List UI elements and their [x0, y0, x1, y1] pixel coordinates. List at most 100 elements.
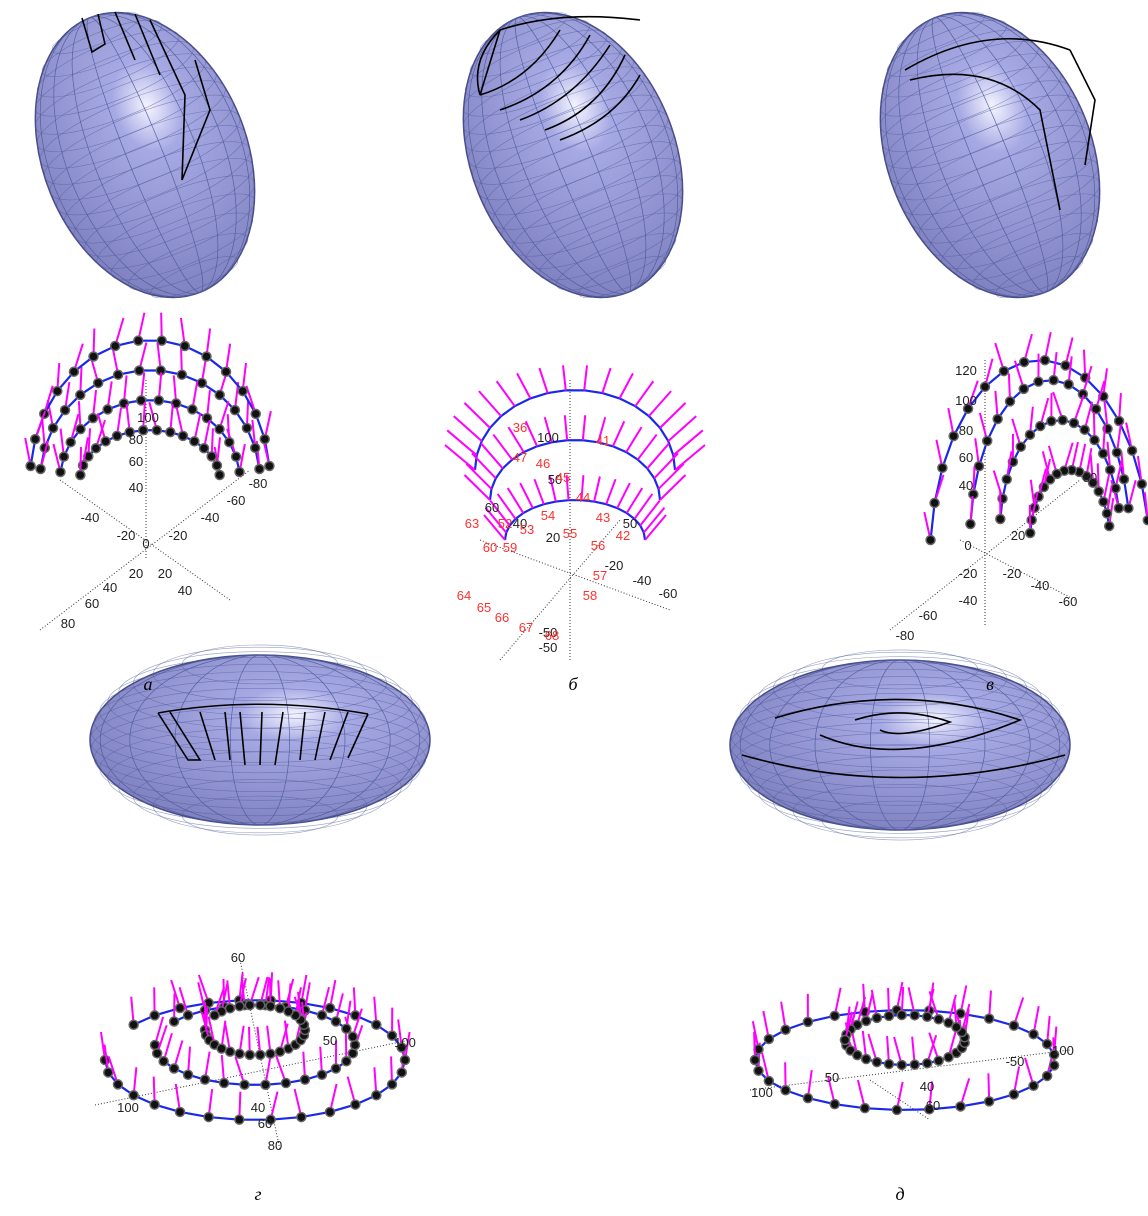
node [251, 443, 260, 452]
point-number: 36 [513, 420, 527, 435]
node [113, 431, 122, 440]
ellipsoid-body [423, 0, 723, 330]
node [872, 1058, 881, 1067]
point-number: 56 [591, 538, 605, 553]
tick-label: 100 [537, 430, 559, 445]
node [235, 1115, 244, 1124]
tick-label: 80 [959, 423, 973, 438]
point-number: 42 [616, 528, 630, 543]
tick-label: -40 [201, 510, 220, 525]
point-number: 59 [503, 540, 517, 555]
ellipsoid [423, 0, 723, 330]
node [348, 1049, 357, 1058]
normal-vector [539, 368, 547, 393]
ellipsoid [840, 0, 1140, 330]
node [351, 1041, 360, 1050]
tick-label: -60 [227, 493, 246, 508]
point-number: 52 [498, 516, 512, 531]
node [215, 425, 224, 434]
node [226, 1004, 235, 1013]
node [1047, 417, 1056, 426]
node [281, 1079, 290, 1088]
normal-vector [617, 483, 630, 508]
node [26, 462, 35, 471]
node [892, 1105, 901, 1114]
point-number: 60 [483, 540, 497, 555]
normal-vector [508, 488, 524, 513]
node [348, 1032, 357, 1041]
node [184, 1011, 193, 1020]
normal-vector [660, 403, 686, 428]
node [245, 1001, 254, 1010]
node [860, 1104, 869, 1113]
panel-label: г [254, 1184, 261, 1204]
point-number: 41 [596, 433, 610, 448]
node [1043, 1071, 1052, 1080]
node [176, 1107, 185, 1116]
node [176, 1004, 185, 1013]
normal-vector [565, 415, 567, 440]
normal-vector [602, 368, 610, 393]
node [266, 1049, 275, 1058]
node [245, 1050, 254, 1059]
point-number: 47 [513, 450, 527, 465]
tick-label: 40 [959, 478, 973, 493]
point-number: 66 [495, 610, 509, 625]
tick-label: 20 [129, 566, 143, 581]
node [1128, 446, 1137, 455]
normal-vector [668, 416, 696, 441]
normal-vector [563, 365, 566, 390]
node [1026, 529, 1035, 538]
node [159, 1057, 168, 1066]
point-number: 63 [465, 516, 479, 531]
node [103, 405, 112, 414]
tick-label: 40 [103, 580, 117, 595]
node [331, 1017, 340, 1026]
normal-vector [647, 443, 669, 468]
node [1069, 419, 1078, 428]
panel-label: б [568, 674, 578, 694]
node [999, 367, 1008, 376]
node [242, 424, 251, 433]
node [853, 1051, 862, 1060]
node [240, 1080, 249, 1089]
node [872, 1013, 881, 1022]
node [170, 1017, 179, 1026]
node [212, 461, 221, 470]
node [301, 1075, 310, 1084]
node [326, 1107, 335, 1116]
normal-vector [465, 475, 491, 500]
tick-label: 60 [485, 500, 499, 515]
node [134, 336, 143, 345]
tick-label: -40 [81, 510, 100, 525]
panel-label: в [986, 674, 994, 694]
node [897, 1011, 906, 1020]
node [129, 1091, 138, 1100]
node [1016, 442, 1025, 451]
node [351, 1100, 360, 1109]
node [222, 367, 231, 376]
node [342, 1024, 351, 1033]
node [184, 1070, 193, 1079]
node [76, 471, 85, 480]
normal-vector [627, 488, 643, 513]
normal-vector [620, 373, 633, 398]
node [1002, 475, 1011, 484]
node [53, 387, 62, 396]
node [397, 1068, 406, 1077]
node [926, 536, 935, 545]
node [89, 352, 98, 361]
tick-label: -80 [896, 628, 915, 643]
node [342, 1057, 351, 1066]
node [1009, 1090, 1018, 1099]
normal-vector [660, 475, 686, 500]
tick-label: 40 [920, 1079, 934, 1094]
node [180, 342, 189, 351]
tick-label: 100 [137, 410, 159, 425]
node [204, 1113, 213, 1122]
node [996, 515, 1005, 524]
normal-vector [534, 479, 543, 504]
node [751, 1056, 760, 1065]
node [981, 382, 990, 391]
panel-label: д [895, 1184, 904, 1204]
